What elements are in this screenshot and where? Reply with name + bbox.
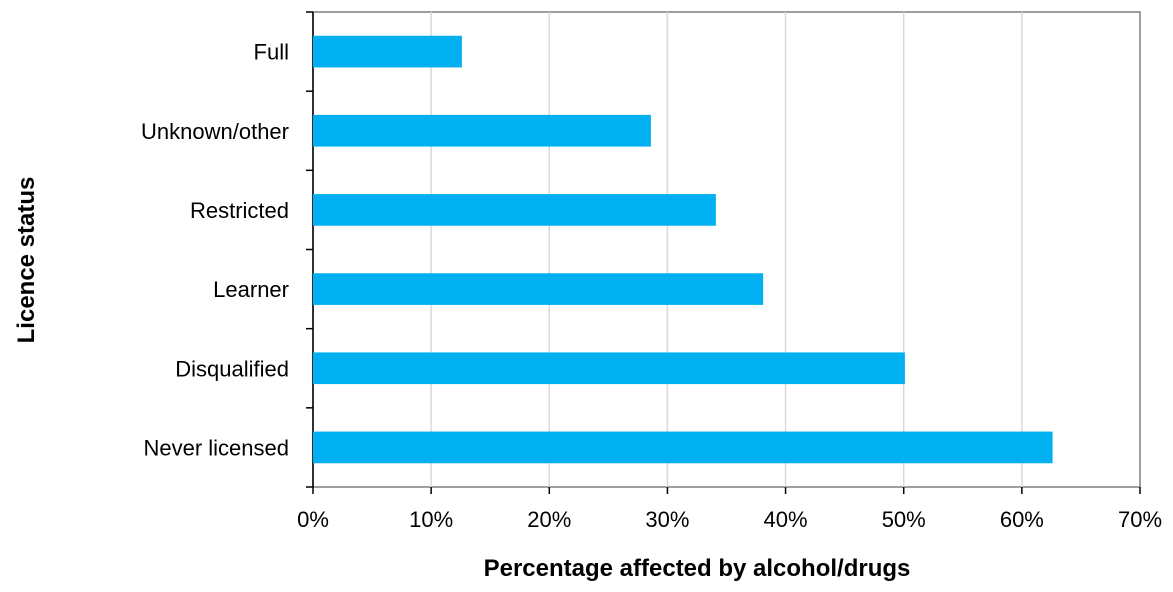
x-tick-label: 0% — [297, 507, 329, 532]
bar-learner[interactable] — [313, 273, 764, 305]
x-tick-label: 20% — [527, 507, 571, 532]
x-axis-title: Percentage affected by alcohol/drugs — [484, 555, 911, 582]
bar-restricted[interactable] — [313, 194, 716, 226]
y-tick-label: Learner — [213, 277, 289, 302]
y-tick-label: Disqualified — [175, 356, 289, 381]
x-tick-label: 70% — [1118, 507, 1162, 532]
plot-frame — [312, 11, 1141, 488]
bar-full[interactable] — [313, 35, 462, 68]
x-tick-label: 50% — [882, 507, 926, 532]
x-tick-label: 60% — [1000, 507, 1044, 532]
x-tick-label: 40% — [764, 507, 808, 532]
x-tick-label: 10% — [409, 507, 453, 532]
y-tick-label: Restricted — [190, 198, 289, 223]
y-tick-label: Never licensed — [143, 435, 289, 460]
x-tick-label: 30% — [645, 507, 689, 532]
bar-never-licensed[interactable] — [313, 431, 1053, 464]
plot-area: Full Unknown/other Restricted Learner Disqua… — [141, 11, 1162, 532]
bar-disqualified[interactable] — [313, 352, 905, 385]
y-axis-title: Licence status — [13, 177, 40, 344]
y-tick-label: Full — [254, 40, 289, 65]
bar-unknown-other[interactable] — [313, 114, 651, 147]
y-tick-label: Unknown/other — [141, 119, 289, 144]
